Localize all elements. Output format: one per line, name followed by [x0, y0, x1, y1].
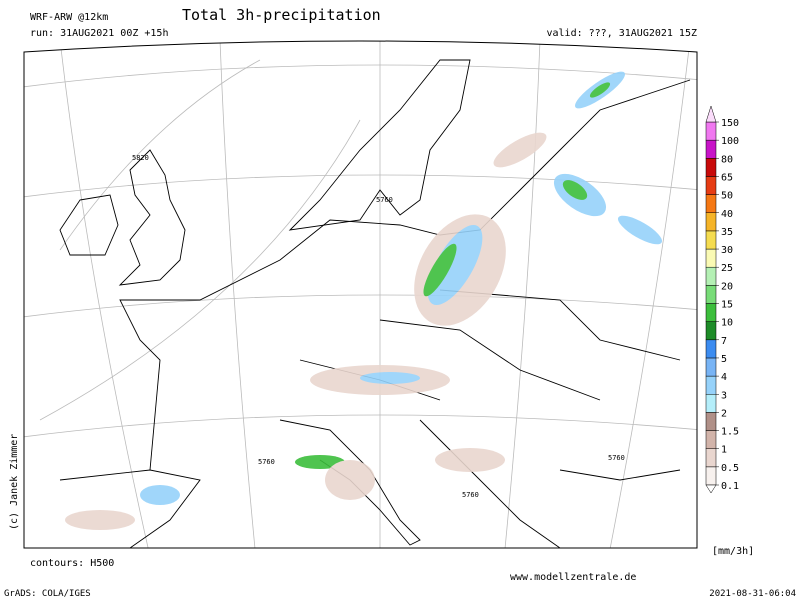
colorbar-label: 10 — [721, 318, 733, 329]
colorbar-box — [705, 230, 717, 250]
contour-label: 5820 — [132, 154, 149, 162]
contour-label: 5760 — [376, 196, 393, 204]
colorbar-box — [705, 139, 717, 159]
colorbar-box — [705, 466, 717, 486]
colorbar-box — [705, 176, 717, 195]
colorbar-box — [705, 194, 717, 214]
model-label: WRF-ARW @12km — [30, 12, 108, 23]
unit-label: [mm/3h] — [712, 546, 754, 557]
copyright: (c) Janek Zimmer — [9, 434, 20, 530]
colorbar-box — [705, 430, 717, 449]
colorbar-box — [705, 212, 717, 232]
colorbar-label: 80 — [721, 154, 733, 165]
colorbar-under — [705, 484, 717, 494]
timestamp: 2021-08-31-06:04 — [709, 589, 796, 599]
colorbar-label: 40 — [721, 209, 733, 220]
colorbar-label: 50 — [721, 191, 733, 202]
colorbar-box — [705, 412, 717, 431]
colorbar-label: 65 — [721, 172, 733, 183]
colorbar: 0.1 0.5 1 1.5 2 3 4 5 7 10 15 20 25 30 35 40 50 65 80 100 15… — [705, 105, 739, 494]
colorbar-box — [705, 448, 717, 468]
colorbar-label: 25 — [721, 263, 733, 274]
colorbar-box — [705, 375, 717, 395]
colorbar-box — [705, 394, 717, 413]
colorbar-box — [705, 321, 717, 341]
colorbar-box — [705, 248, 717, 268]
contour-label: 5760 — [608, 454, 625, 462]
valid-label: valid: ???, 31AUG2021 15Z — [546, 28, 697, 39]
colorbar-label: 7 — [721, 336, 727, 347]
colorbar-label: 100 — [721, 136, 739, 147]
contour-label: 5760 — [258, 458, 275, 466]
colorbar-label: 150 — [721, 118, 739, 129]
contours-label: contours: H500 — [30, 558, 114, 569]
colorbar-box — [705, 285, 717, 304]
colorbar-over — [705, 105, 717, 123]
colorbar-label: 0.5 — [721, 463, 739, 474]
colorbar-box — [705, 303, 717, 322]
colorbar-label: 35 — [721, 227, 733, 238]
colorbar-label: 15 — [721, 300, 733, 311]
colorbar-label: 4 — [721, 372, 727, 383]
colorbar-box — [705, 121, 717, 141]
colorbar-box — [705, 339, 717, 359]
colorbar-box — [705, 357, 717, 377]
colorbar-label: 1.5 — [721, 427, 739, 438]
contour-label: 5760 — [462, 491, 479, 499]
colorbar-label: 3 — [721, 390, 727, 401]
map-frame — [23, 40, 698, 549]
colorbar-label: 20 — [721, 281, 733, 292]
colorbar-box — [705, 266, 717, 286]
colorbar-box — [705, 158, 717, 177]
colorbar-label: 2 — [721, 408, 727, 419]
colorbar-label: 1 — [721, 445, 727, 456]
website: www.modellzentrale.de — [510, 572, 636, 583]
precipitation — [65, 71, 663, 530]
software: GrADS: COLA/IGES — [4, 589, 91, 599]
colorbar-label: 30 — [721, 245, 733, 256]
map-title: Total 3h-precipitation — [182, 6, 381, 24]
colorbar-label: 0.1 — [721, 481, 739, 492]
run-label: run: 31AUG2021 00Z +15h — [30, 28, 168, 39]
colorbar-label: 5 — [721, 354, 727, 365]
